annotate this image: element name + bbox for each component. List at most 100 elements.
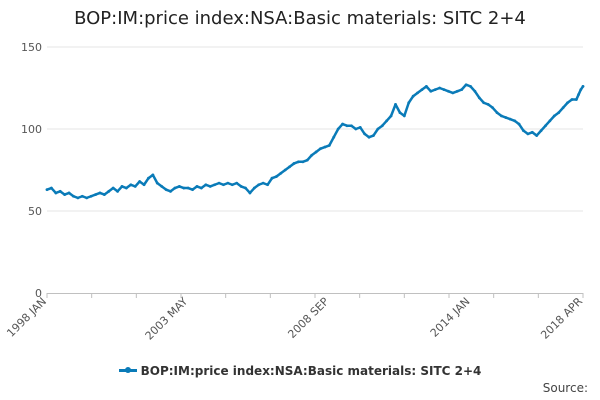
x-tick-label: 2008 SEP: [285, 295, 331, 341]
data-point: [438, 86, 442, 90]
data-point: [416, 91, 419, 95]
data-point: [579, 88, 583, 92]
data-point: [552, 114, 556, 118]
x-tick-label: 1998 JAN: [4, 295, 49, 340]
data-point: [173, 186, 177, 190]
data-point: [186, 186, 190, 190]
data-point: [327, 144, 331, 147]
x-tick-label: 2014 JAN: [428, 295, 473, 340]
data-point: [200, 186, 203, 190]
data-point: [261, 181, 265, 185]
data-point: [407, 101, 411, 105]
legend-series-label: BOP:IM:price index:NSA:Basic materials: …: [140, 364, 482, 378]
data-point: [67, 191, 71, 195]
data-point: [477, 96, 481, 100]
data-point: [230, 183, 234, 187]
data-point: [266, 183, 269, 187]
data-point: [133, 185, 137, 188]
data-point: [288, 165, 292, 169]
data-point: [548, 119, 552, 123]
data-point: [50, 186, 53, 190]
data-point: [495, 111, 499, 114]
data-point: [376, 127, 380, 131]
data-point: [508, 117, 512, 121]
data-point: [248, 191, 252, 195]
data-point: [535, 134, 539, 137]
data-point: [239, 185, 243, 188]
data-point: [244, 186, 247, 190]
y-tick-label: 50: [28, 205, 42, 218]
source-label: Source:: [542, 381, 588, 395]
data-point: [226, 181, 230, 185]
data-point: [80, 194, 84, 198]
chart-title: BOP:IM:price index:NSA:Basic materials: …: [74, 8, 526, 29]
data-point: [486, 103, 490, 106]
data-point: [504, 116, 508, 119]
data-point: [151, 173, 155, 177]
data-point: [332, 135, 336, 139]
data-point: [557, 111, 561, 114]
data-point: [420, 88, 424, 92]
data-point: [222, 183, 225, 187]
data-point: [63, 193, 67, 197]
data-point: [442, 88, 446, 92]
data-point: [195, 185, 199, 188]
data-point: [358, 125, 362, 129]
data-point: [208, 185, 212, 188]
data-point: [380, 124, 384, 128]
data-point: [102, 193, 106, 197]
data-point: [530, 130, 534, 134]
data-point: [160, 185, 164, 188]
data-point: [310, 153, 314, 157]
data-point: [72, 194, 75, 198]
data-point: [513, 119, 517, 123]
data-point: [292, 162, 296, 165]
data-point: [526, 132, 530, 136]
x-tick-label: 2003 MAY: [143, 295, 191, 343]
data-point: [98, 191, 102, 195]
data-point: [499, 114, 503, 118]
data-point: [191, 188, 194, 192]
data-point: [319, 147, 322, 151]
data-point: [482, 101, 486, 105]
data-point: [447, 89, 450, 93]
data-point: [235, 181, 239, 185]
data-point: [275, 175, 278, 178]
data-point: [305, 158, 309, 162]
data-point: [394, 103, 397, 106]
data-point: [270, 176, 274, 180]
data-point: [539, 129, 543, 133]
data-point: [213, 183, 217, 187]
data-point: [76, 196, 80, 200]
data-point: [561, 106, 565, 110]
data-point: [336, 127, 340, 131]
data-point: [341, 122, 344, 126]
data-point: [182, 186, 186, 190]
data-point: [345, 124, 349, 128]
data-point: [125, 186, 128, 190]
data-point: [116, 189, 119, 193]
data-point: [473, 89, 477, 93]
data-point: [389, 114, 393, 118]
data-point: [257, 183, 261, 187]
data-point: [491, 106, 494, 110]
data-point: [566, 101, 569, 105]
data-point: [570, 98, 574, 101]
data-point: [252, 186, 256, 190]
x-tick-label: 2018 APR: [538, 295, 585, 342]
data-point: [147, 176, 150, 180]
data-point: [402, 114, 406, 118]
data-point: [323, 145, 327, 149]
data-point: [314, 150, 318, 154]
data-point: [164, 188, 168, 192]
data-point: [363, 132, 367, 136]
data-point: [155, 181, 159, 185]
data-point: [94, 193, 97, 197]
y-tick-label: 0: [35, 287, 42, 300]
data-point: [297, 160, 300, 164]
chart-legend[interactable]: BOP:IM:price index:NSA:Basic materials: …: [0, 364, 600, 378]
data-point: [451, 91, 455, 95]
data-point: [169, 189, 172, 193]
data-point: [574, 98, 578, 101]
data-point: [217, 181, 221, 185]
